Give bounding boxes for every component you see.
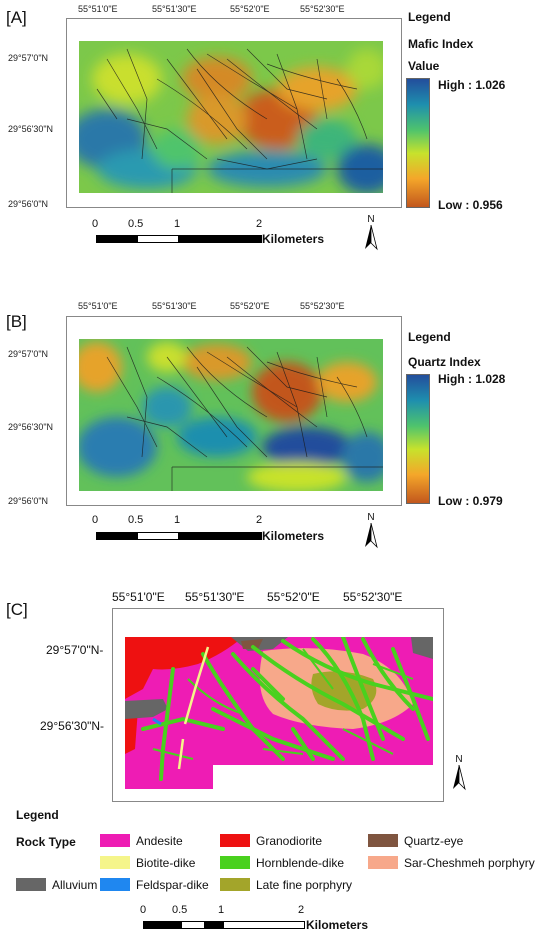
legend-label-andesite: Andesite [136, 834, 183, 848]
scale-label-1: 1 [218, 904, 225, 916]
scale-label-0: 0 [140, 904, 147, 916]
scale-label-1: 1 [174, 218, 181, 230]
panel-b-color-ramp [406, 374, 430, 504]
scale-label-2: 2 [298, 904, 305, 916]
legend-label-alluvium: Alluvium [52, 878, 98, 892]
rock-type-map [125, 637, 433, 789]
panel-c-legend-title: Legend [16, 808, 59, 822]
panel-b-lon-tick-1: 55°51'0"E [78, 301, 118, 311]
legend-swatch-andesite [100, 834, 130, 847]
panel-a-high-label: High : 1.026 [438, 78, 506, 92]
panel-a-lat-tick-3: 29°56'0"N [8, 199, 49, 209]
panel-b-label: [B] [6, 312, 27, 331]
scale-label-2: 2 [256, 218, 263, 230]
panel-c-lat-tick-2: 29°56'30"N- [40, 719, 105, 733]
panel-c-map-frame [112, 608, 444, 802]
panel-a-index-name: Mafic Index [408, 37, 474, 51]
legend-swatch-feldspar-dike [100, 878, 130, 891]
scale-label-0: 0 [92, 218, 99, 230]
legend-swatch-sar-cheshmeh [368, 856, 398, 869]
rock-type-label: Rock Type [16, 835, 76, 849]
panel-b-lon-tick-3: 55°52'0"E [230, 301, 270, 311]
scale-label-0: 0 [92, 514, 99, 526]
panel-c-lat-tick-1: 29°57'0"N- [46, 643, 104, 657]
legend-label-quartz-eye: Quartz-eye [404, 834, 464, 848]
panel-a-lat-tick-2: 29°56'30"N [8, 124, 54, 134]
mafic-index-map [79, 41, 383, 193]
panel-b-low-label: Low : 0.979 [438, 494, 503, 508]
panel-c-north-arrow-icon: N [450, 754, 468, 791]
scale-label-05: 0.5 [172, 904, 188, 916]
panel-a-lon-tick-1: 55°51'0"E [78, 4, 118, 14]
quartz-index-map [79, 339, 383, 491]
panel-c-lon-tick-1: 55°51'0"E [112, 590, 165, 604]
panel-b-lat-tick-3: 29°56'0"N [8, 496, 49, 506]
panel-b-lon-tick-4: 55°52'30"E [300, 301, 345, 311]
panel-a-lon-tick-3: 55°52'0"E [230, 4, 270, 14]
legend-label-biotite-dike: Biotite-dike [136, 856, 196, 870]
legend-label-late-fine-porphyry: Late fine porphyry [256, 878, 353, 892]
scale-label-1: 1 [174, 514, 181, 526]
panel-c-lon-tick-4: 55°52'30"E [343, 590, 403, 604]
panel-b-lat-tick-2: 29°56'30"N [8, 422, 54, 432]
scale-unit: Kilometers [262, 529, 325, 543]
scale-unit: Kilometers [262, 232, 325, 246]
legend-swatch-granodiorite [220, 834, 250, 847]
panel-b-index-name: Quartz Index [408, 355, 481, 369]
panel-b-map-frame [66, 316, 402, 506]
legend-swatch-late-fine-porphyry [220, 878, 250, 891]
panel-c-lon-tick-3: 55°52'0"E [267, 590, 320, 604]
panel-a-lon-tick-4: 55°52'30"E [300, 4, 345, 14]
scale-label-2: 2 [256, 514, 263, 526]
panel-b-lon-tick-2: 55°51'30"E [152, 301, 197, 311]
scale-label-05: 0.5 [128, 514, 144, 526]
legend-label-sar-cheshmeh: Sar-Cheshmeh porphyry [404, 856, 535, 870]
panel-b-north-arrow-icon: N [362, 512, 380, 549]
panel-b-lat-tick-1: 29°57'0"N [8, 349, 49, 359]
panel-b-high-label: High : 1.028 [438, 372, 506, 386]
legend-swatch-quartz-eye [368, 834, 398, 847]
panel-a-value-label: Value [408, 59, 440, 73]
scale-unit: Kilometers [306, 918, 369, 932]
legend-label-hornblende-dike: Hornblende-dike [256, 856, 345, 870]
scale-label-05: 0.5 [128, 218, 144, 230]
legend-label-feldspar-dike: Feldspar-dike [136, 878, 209, 892]
panel-a-lat-tick-1: 29°57'0"N [8, 53, 49, 63]
panel-a-lon-tick-2: 55°51'30"E [152, 4, 197, 14]
panel-a-label: [A] [6, 8, 27, 27]
legend-swatch-alluvium [16, 878, 46, 891]
panel-c-lon-tick-2: 55°51'30"E [185, 590, 245, 604]
panel-a-map-frame [66, 18, 402, 208]
legend-swatch-biotite-dike [100, 856, 130, 869]
legend-label-granodiorite: Granodiorite [256, 834, 323, 848]
panel-c-label: [C] [6, 600, 28, 619]
panel-a-legend-title: Legend [408, 10, 451, 24]
panel-b-legend-title: Legend [408, 330, 451, 344]
legend-swatch-hornblende-dike [220, 856, 250, 869]
panel-a-north-arrow-icon: N [362, 214, 380, 251]
panel-a-low-label: Low : 0.956 [438, 198, 503, 212]
panel-a-color-ramp [406, 78, 430, 208]
